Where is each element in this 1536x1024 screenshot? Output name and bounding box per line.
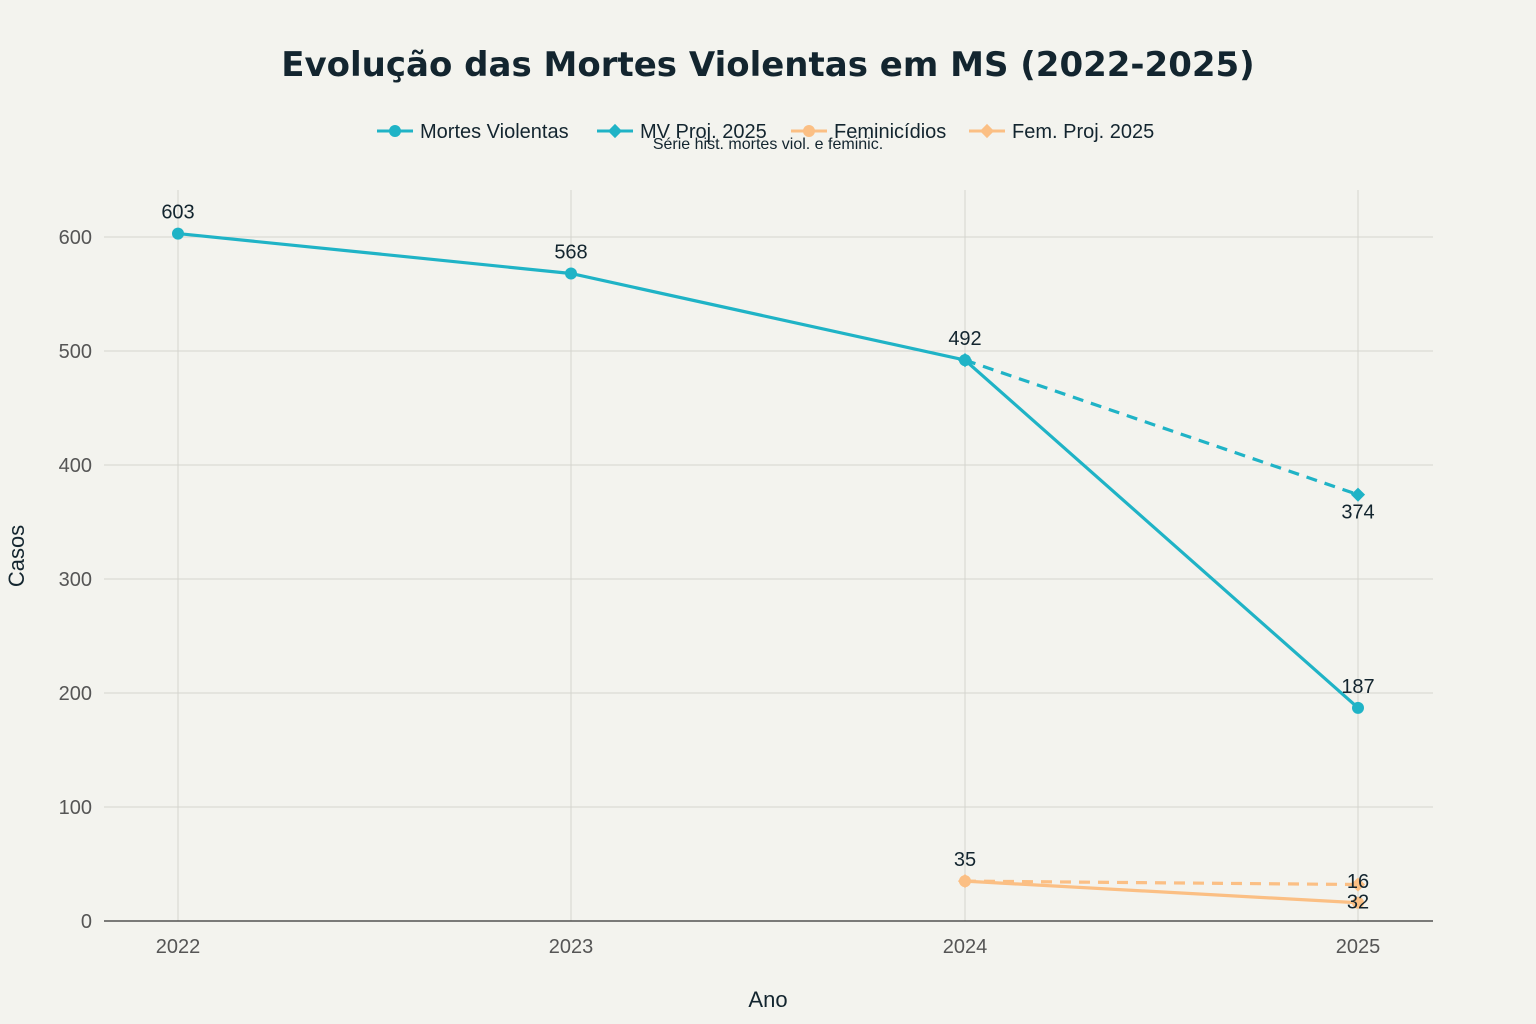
data-point <box>959 875 971 888</box>
series-group <box>172 227 1366 909</box>
x-tick-label: 2023 <box>549 936 594 958</box>
data-label: 35 <box>954 849 976 871</box>
data-label: 568 <box>554 241 587 263</box>
data-point <box>1350 877 1366 892</box>
y-tick-label: 600 <box>59 227 92 249</box>
x-tick-label: 2022 <box>156 936 201 958</box>
y-tick-label: 500 <box>59 341 92 363</box>
data-label: 374 <box>1341 502 1374 524</box>
legend-item: Fem. Proj. 2025 <box>969 121 1154 143</box>
x-tick-label: 2024 <box>943 936 988 958</box>
legend-marker <box>607 123 623 139</box>
chart-title: Evolução das Mortes Violentas em MS (202… <box>281 45 1254 85</box>
legend-label: MV Proj. 2025 <box>640 121 767 143</box>
data-point <box>565 267 577 280</box>
data-labels: 374 32 603 568 492 187 35 16 <box>161 202 1374 914</box>
series-line <box>964 358 1359 497</box>
legend-item: Mortes Violentas <box>377 121 569 143</box>
data-point <box>1352 896 1364 909</box>
series-line <box>177 231 1360 710</box>
data-label: 16 <box>1347 871 1369 893</box>
legend: Mortes Violentas MV Proj. 2025 Feminicídio… <box>377 121 1154 143</box>
series-line <box>964 879 1359 887</box>
legend-label: Fem. Proj. 2025 <box>1012 121 1154 143</box>
legend-marker <box>803 125 815 137</box>
legend-marker <box>979 123 995 139</box>
data-label: 603 <box>161 202 194 224</box>
x-axis-title: Ano <box>748 987 787 1012</box>
legend-label: Feminicídios <box>834 121 946 143</box>
legend-marker <box>389 125 401 137</box>
legend-label: Mortes Violentas <box>420 121 569 143</box>
series-line <box>964 879 1359 905</box>
legend-item: MV Proj. 2025 <box>597 121 767 143</box>
data-point <box>172 227 184 240</box>
legend-item: Feminicídios <box>791 121 946 143</box>
y-axis-title: Casos <box>4 525 29 587</box>
data-point <box>959 354 971 367</box>
grid <box>104 190 1433 921</box>
data-label: 492 <box>948 328 981 350</box>
y-tick-label: 200 <box>59 683 92 705</box>
y-tick-label: 300 <box>59 569 92 591</box>
data-point <box>1352 701 1364 714</box>
axis-ticks: 0 100 200 300 400 500 600 2022 2023 2024 2025 <box>59 227 1381 958</box>
chart-subtitle: Série hist. mortes viol. e feminic. <box>653 136 883 153</box>
y-tick-label: 0 <box>81 911 92 933</box>
data-label: 187 <box>1341 676 1374 698</box>
data-point <box>1350 487 1366 502</box>
y-tick-label: 400 <box>59 455 92 477</box>
y-tick-label: 100 <box>59 797 92 819</box>
data-label: 32 <box>1347 892 1369 914</box>
x-tick-label: 2025 <box>1336 936 1381 958</box>
